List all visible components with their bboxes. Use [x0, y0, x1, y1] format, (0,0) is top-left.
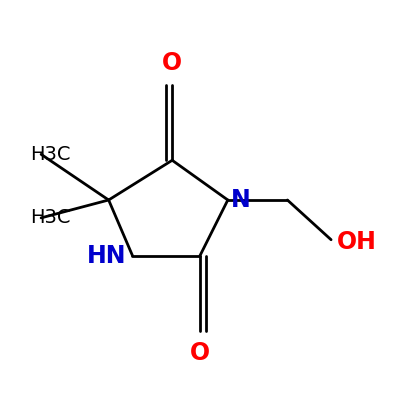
Text: H3C: H3C	[30, 145, 71, 164]
Text: HN: HN	[87, 244, 126, 268]
Text: OH: OH	[337, 230, 377, 254]
Text: O: O	[190, 341, 210, 365]
Text: H3C: H3C	[30, 208, 71, 227]
Text: O: O	[162, 51, 182, 75]
Text: N: N	[230, 188, 250, 212]
